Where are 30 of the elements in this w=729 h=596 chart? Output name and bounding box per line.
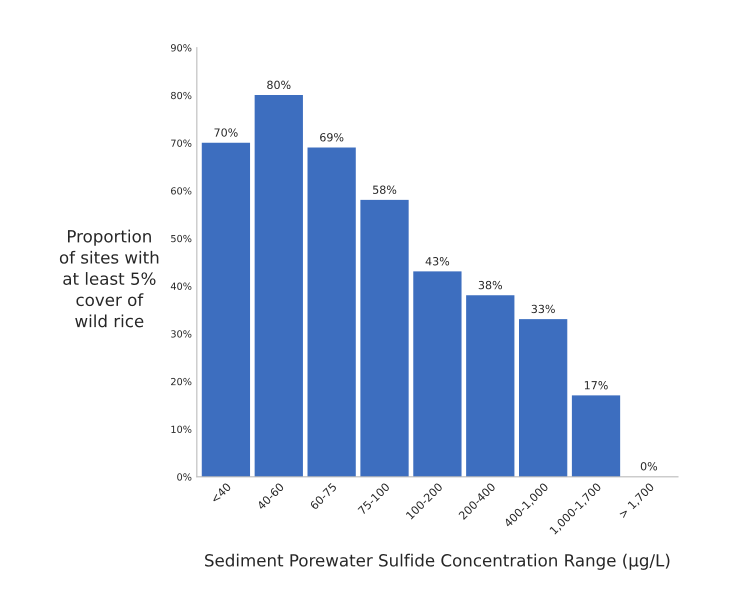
y-tick-label: 80% xyxy=(171,92,192,100)
y-tick-label: 20% xyxy=(171,378,192,386)
bar xyxy=(202,142,250,477)
y-tick-label: 90% xyxy=(170,44,192,52)
y-axis-title: Proportion of sites with at least 5% cover of wild rice xyxy=(60,230,158,328)
y-tick-label: 40% xyxy=(170,282,192,290)
data-label: 43% xyxy=(426,257,450,266)
data-label: 0% xyxy=(640,462,658,470)
bar xyxy=(360,200,409,477)
data-label: 70% xyxy=(214,128,238,137)
data-label: 33% xyxy=(532,304,555,314)
data-label: 58% xyxy=(373,186,396,194)
data-label: 38% xyxy=(478,280,502,290)
data-label: 69% xyxy=(320,133,344,142)
bar xyxy=(254,95,303,477)
bar xyxy=(466,295,514,477)
x-tick-label: <40 xyxy=(210,482,232,504)
bar xyxy=(572,395,620,477)
y-tick-label: 70% xyxy=(171,140,192,147)
y-tick-label: 0% xyxy=(177,473,192,481)
data-label: 17% xyxy=(584,381,608,390)
y-tick-label: 10% xyxy=(171,426,192,433)
data-label: 80% xyxy=(267,80,291,90)
bar xyxy=(308,147,356,477)
y-tick-label: 50% xyxy=(171,234,192,242)
bar xyxy=(413,271,462,477)
bar xyxy=(519,319,568,477)
y-tick-label: 60% xyxy=(171,187,192,195)
y-tick-label: 30% xyxy=(171,330,192,338)
x-axis-title: Sediment Porewater Sulfide Concentration Range (µg/L) xyxy=(205,554,670,570)
